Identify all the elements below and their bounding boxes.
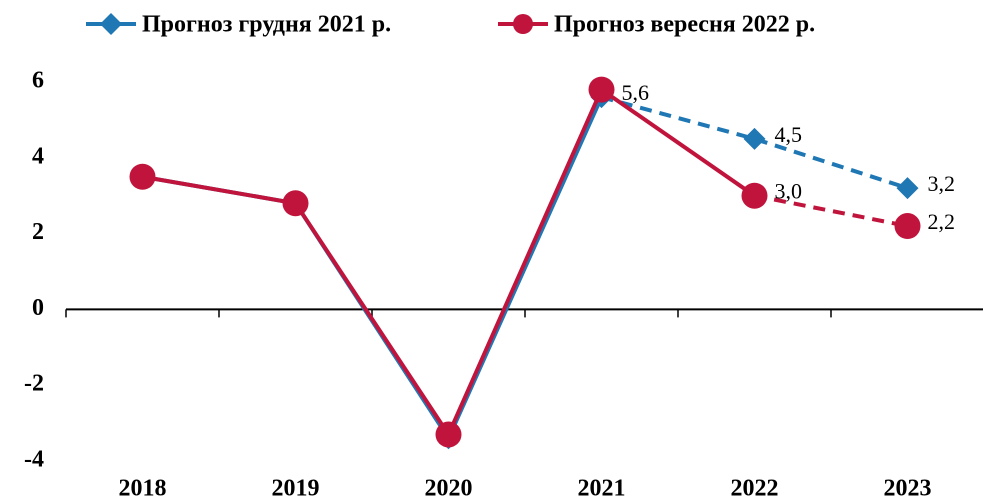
series-line: [142, 86, 756, 439]
point: [743, 127, 766, 150]
x-tick-label: 2021: [578, 476, 626, 502]
point: [588, 76, 615, 103]
x-tick-label: 2023: [884, 476, 932, 502]
point: [894, 213, 921, 240]
value-label: 2,2: [928, 209, 956, 234]
x-tick-label: 2020: [425, 476, 473, 502]
value-label: 3,0: [775, 179, 803, 204]
point: [129, 163, 156, 190]
x-tick-label: 2019: [272, 476, 320, 502]
forecast-line: [754, 193, 908, 228]
legend-label: Прогноз грудня 2021 р.: [142, 12, 391, 38]
legend-marker: [513, 14, 533, 34]
value-label: 3,2: [928, 171, 956, 196]
point: [741, 182, 768, 209]
point: [896, 177, 919, 200]
series-line: [142, 96, 604, 443]
y-tick-label: -4: [24, 447, 44, 473]
forecast-line: [600, 95, 909, 191]
x-tick-label: 2018: [119, 476, 167, 502]
y-tick-label: 2: [32, 219, 44, 245]
x-tick-label: 2022: [731, 476, 779, 502]
point: [282, 190, 309, 217]
y-tick-label: 6: [32, 68, 44, 94]
y-tick-label: -2: [24, 371, 44, 397]
legend-marker: [100, 13, 122, 35]
y-tick-label: 4: [32, 143, 44, 169]
point: [435, 421, 462, 448]
y-tick-label: 0: [32, 295, 44, 321]
value-label: 5,6: [622, 80, 650, 105]
legend-label: Прогноз вересня 2022 р.: [554, 12, 815, 38]
value-label: 4,5: [775, 122, 803, 147]
